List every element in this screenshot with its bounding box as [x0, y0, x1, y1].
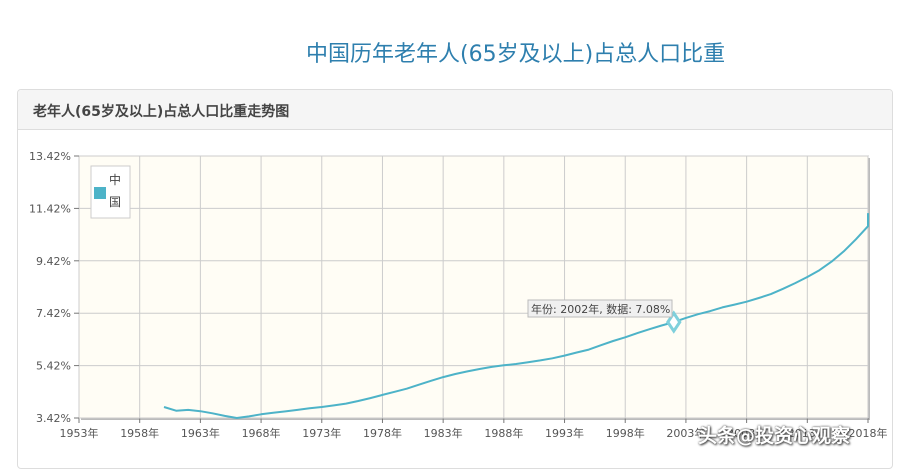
series-line-china[interactable]	[163, 213, 869, 419]
x-tick-label: 1963年	[181, 426, 220, 440]
x-tick-label: 1958年	[120, 426, 159, 440]
legend-label: 中国	[109, 172, 121, 209]
x-tick-label: 1983年	[424, 426, 463, 440]
watermark: 头条@投资心观察	[698, 425, 851, 447]
x-tick-label: 2013年	[788, 426, 827, 440]
tooltip-box	[527, 299, 673, 318]
y-tick-label: 9.42%	[36, 255, 71, 268]
y-tick-label: 11.42%	[29, 202, 71, 215]
x-tick-label: 1968年	[242, 426, 281, 440]
legend-swatch	[94, 187, 106, 199]
y-tick-label: 5.42%	[36, 360, 71, 373]
x-tick-label: 1998年	[606, 426, 645, 440]
y-tick-label: 7.42%	[36, 307, 71, 320]
panel-title: 老年人(65岁及以上)占总人口比重走势图	[18, 90, 892, 130]
x-tick-label: 1993年	[545, 426, 584, 440]
page-title: 中国历年老年人(65岁及以上)占总人口比重	[306, 42, 726, 67]
x-tick-label: 1953年	[60, 426, 99, 440]
x-tick-label: 1988年	[484, 426, 523, 440]
y-tick-label: 13.42%	[29, 150, 71, 163]
highlight-point[interactable]	[665, 310, 682, 334]
y-tick-label: 3.42%	[36, 412, 71, 425]
x-tick-label: 2018年	[849, 426, 888, 440]
x-tick-label: 1978年	[363, 426, 402, 440]
tooltip-label: 年份: 2002年, 数据: 7.08%	[531, 302, 670, 316]
plot-area	[78, 155, 869, 419]
x-tick-label: 2003年	[666, 426, 705, 440]
x-tick-label: 1973年	[302, 426, 341, 440]
x-tick-label: 2008年	[727, 426, 766, 440]
